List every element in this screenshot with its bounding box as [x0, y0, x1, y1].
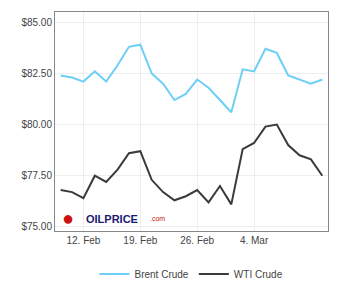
svg-text:26. Feb: 26. Feb	[180, 235, 214, 246]
svg-text:$82.50: $82.50	[21, 68, 52, 79]
svg-text:Brent Crude: Brent Crude	[135, 269, 189, 280]
svg-text:.com: .com	[150, 215, 165, 222]
svg-text:$75.00: $75.00	[21, 221, 52, 232]
svg-text:$85.00: $85.00	[21, 17, 52, 28]
svg-text:19. Feb: 19. Feb	[123, 235, 157, 246]
svg-text:4. Mar: 4. Mar	[240, 235, 269, 246]
svg-text:$77.50: $77.50	[21, 170, 52, 181]
svg-text:12. Feb: 12. Feb	[66, 235, 100, 246]
svg-text:$80.00: $80.00	[21, 119, 52, 130]
svg-text:OILPRICE: OILPRICE	[86, 213, 138, 225]
svg-text:●: ●	[62, 207, 74, 229]
svg-text:WTI Crude: WTI Crude	[234, 269, 283, 280]
